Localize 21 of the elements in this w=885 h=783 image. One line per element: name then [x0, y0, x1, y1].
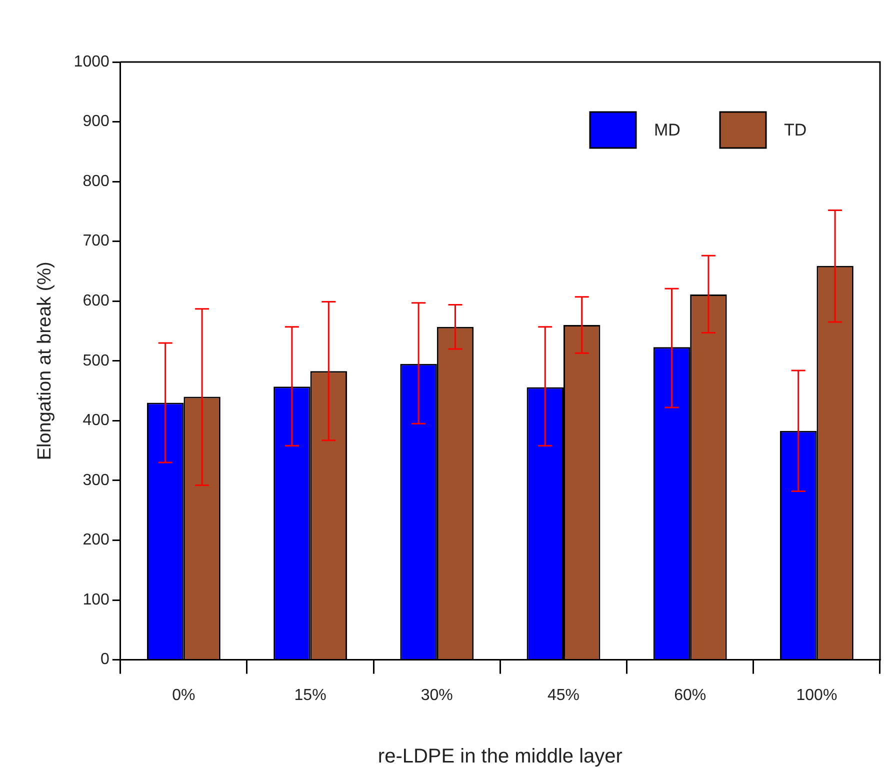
y-tick-label: 800: [82, 172, 110, 190]
y-tick-label: 0: [100, 651, 110, 668]
y-tick-label: 200: [82, 532, 110, 549]
x-tick-label: 45%: [547, 686, 580, 704]
y-tick-label: 700: [82, 232, 110, 250]
y-tick-label: 400: [82, 412, 110, 430]
x-tick-label: 0%: [172, 686, 196, 704]
x-tick-label: 30%: [420, 686, 453, 704]
y-tick-label: 100: [82, 591, 110, 608]
x-tick-label: 100%: [796, 686, 838, 704]
y-tick-label: 600: [82, 292, 110, 310]
x-axis-title: re-LDPE in the middle layer: [378, 746, 623, 768]
y-tick-label: 1000: [74, 53, 110, 70]
y-tick-label: 900: [82, 113, 110, 130]
x-tick-label: 15%: [294, 686, 326, 704]
legend-label: TD: [784, 120, 807, 140]
y-axis-title: Elongation at break (%): [34, 262, 56, 460]
y-tick-label: 500: [82, 352, 110, 370]
legend-label: MD: [654, 120, 680, 140]
x-tick-label: 60%: [674, 686, 706, 704]
y-tick-label: 300: [82, 472, 110, 489]
